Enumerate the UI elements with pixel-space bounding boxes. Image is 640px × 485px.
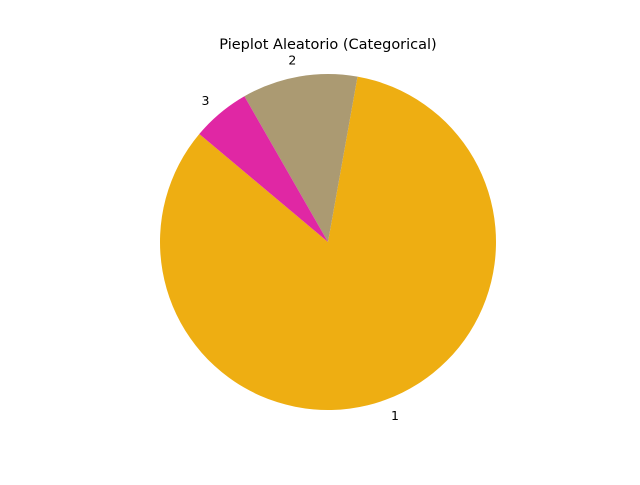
pie-label-3: 3 <box>201 93 209 108</box>
pie-slice-3 <box>199 96 328 243</box>
chart-title: Pieplot Aleatorio (Categorical) <box>219 37 436 53</box>
pie-label-1: 1 <box>391 408 399 423</box>
pie-slice-2 <box>244 73 358 243</box>
pie-labels: 1 2 3 <box>201 52 399 423</box>
pie-slice-1 <box>159 76 496 410</box>
pie-slices <box>159 73 496 410</box>
pie-label-2: 2 <box>288 52 296 67</box>
